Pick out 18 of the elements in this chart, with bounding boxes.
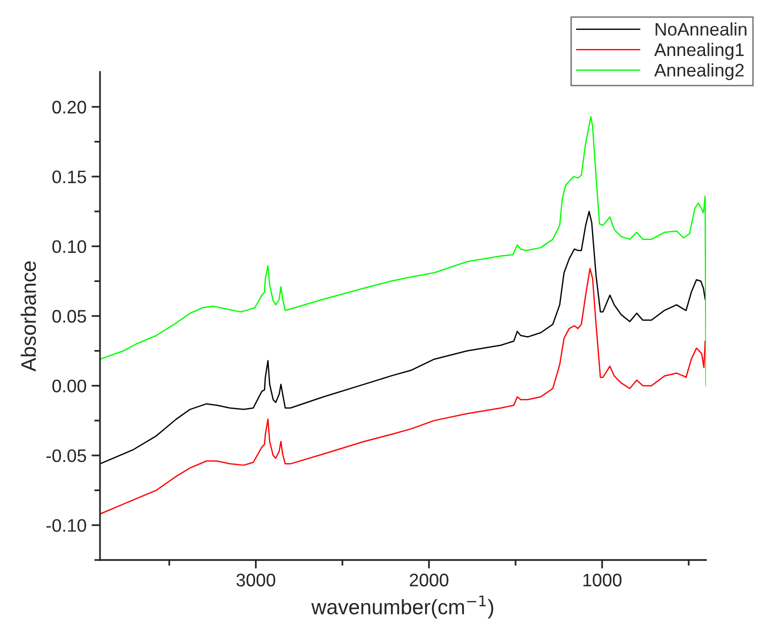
y-axis-title: Absorbance (20, 261, 36, 372)
line-series (100, 268, 706, 515)
y-tick-label: -0.10 (46, 519, 86, 532)
x-axis-title: wavenumber(cm$^{−1}$) (311, 596, 494, 618)
y-tick-label: 0.05 (52, 310, 86, 323)
legend-label: NoAnnealin (656, 22, 746, 36)
y-tick-label: -0.05 (46, 449, 86, 462)
legend-label: Annealing1 (654, 42, 744, 60)
x-tick-label: 3000 (236, 574, 276, 586)
y-tick-label: 0.00 (52, 380, 86, 392)
x-tick-label: 2000 (410, 574, 448, 586)
line-series (100, 210, 706, 464)
line-series (100, 116, 706, 386)
y-tick-label: 0.20 (52, 100, 86, 114)
x-tick-label: 1000 (583, 574, 622, 586)
y-tick-label: 0.10 (52, 240, 86, 254)
legend-label: Annealing2 (654, 63, 744, 80)
y-tick-label: 0.15 (52, 170, 86, 184)
